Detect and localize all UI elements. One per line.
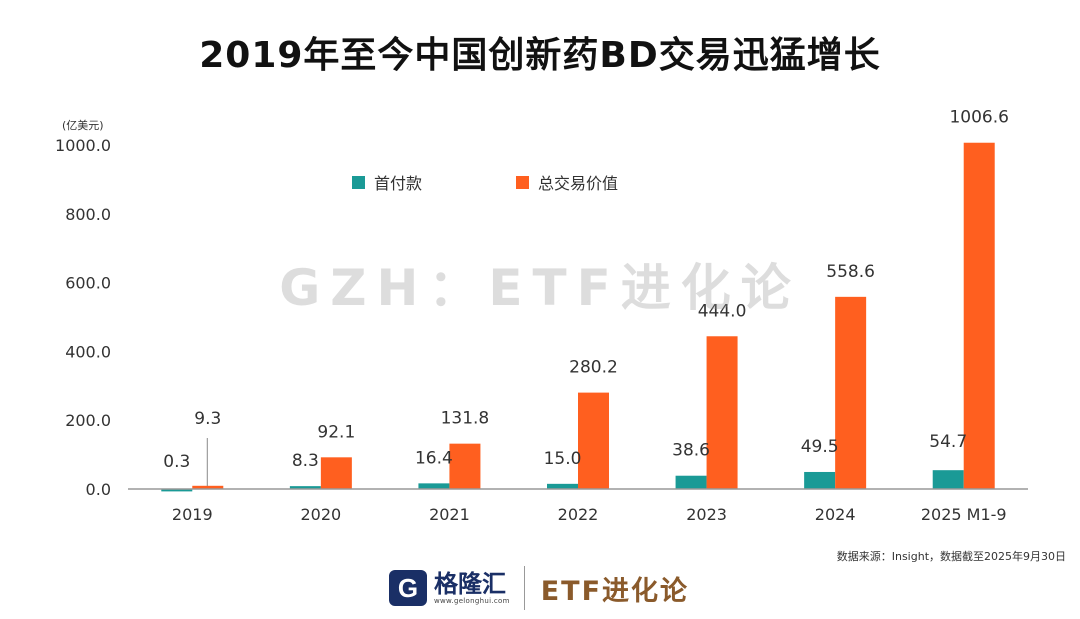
x-tick-label: 2020 bbox=[300, 505, 341, 524]
data-source-note: 数据来源：Insight，数据截至2025年9月30日 bbox=[836, 550, 1066, 563]
y-axis: (亿美元) 0.0 200.0 400.0 600.0 800.0 1000.0 bbox=[55, 119, 111, 499]
data-label-upfront: 8.3 bbox=[292, 451, 319, 471]
data-label-upfront: 54.7 bbox=[929, 432, 967, 452]
data-label-upfront: 0.3 bbox=[163, 452, 190, 472]
x-tick-label: 2025 M1-9 bbox=[921, 505, 1007, 524]
data-label-total: 1006.6 bbox=[949, 108, 1008, 128]
data-label-total: 558.6 bbox=[826, 262, 875, 282]
data-label-upfront: 16.4 bbox=[415, 448, 453, 468]
bar-upfront bbox=[675, 475, 707, 489]
bar-total bbox=[578, 392, 609, 489]
legend-label-total: 总交易价值 bbox=[538, 174, 618, 193]
logo-url: www.gelonghui.com bbox=[434, 596, 510, 605]
x-tick-label: 2019 bbox=[172, 505, 213, 524]
legend-swatch-upfront bbox=[352, 176, 365, 189]
x-tick-label: 2024 bbox=[815, 505, 856, 524]
y-unit-label: (亿美元) bbox=[62, 119, 104, 132]
bar-upfront bbox=[289, 486, 321, 489]
x-tick-label: 2021 bbox=[429, 505, 470, 524]
bar-total bbox=[449, 443, 481, 489]
chart-title: 2019年至今中国创新药BD交易迅猛增长 bbox=[199, 35, 881, 76]
logo-letter: G bbox=[398, 573, 418, 603]
data-label-upfront: 38.6 bbox=[672, 441, 710, 461]
footer-divider bbox=[523, 566, 525, 610]
y-tick-label: 200.0 bbox=[65, 411, 111, 430]
bar-upfront bbox=[418, 483, 450, 489]
bar-total bbox=[706, 336, 738, 489]
legend-label-upfront: 首付款 bbox=[374, 174, 422, 193]
data-label-total: 131.8 bbox=[441, 409, 490, 429]
y-tick-label: 600.0 bbox=[65, 274, 111, 293]
bar-upfront bbox=[161, 488, 193, 492]
bars: 0.3 9.3 8.3 92.1 16.4 131.8 15.0 280.2 38.6 444.0… bbox=[161, 108, 1009, 492]
x-axis: 2019 2020 2021 2022 2023 2024 2025 M1-9 bbox=[128, 488, 1028, 524]
logo-name: 格隆汇 bbox=[434, 569, 506, 598]
bar-total bbox=[963, 142, 995, 489]
y-tick-label: 800.0 bbox=[65, 205, 111, 224]
brand-name: ETF进化论 bbox=[540, 575, 690, 607]
data-label-total: 9.3 bbox=[194, 409, 221, 429]
data-label-total: 92.1 bbox=[317, 422, 355, 442]
bar-chart: (亿美元) 0.0 200.0 400.0 600.0 800.0 1000.0 0.3 9.… bbox=[55, 108, 1028, 524]
x-tick-label: 2023 bbox=[686, 505, 727, 524]
data-label-total: 444.0 bbox=[698, 301, 747, 321]
bar-upfront bbox=[547, 483, 578, 489]
legend-swatch-total bbox=[516, 176, 529, 189]
data-label-upfront: 49.5 bbox=[801, 437, 839, 457]
bar-total bbox=[320, 457, 352, 489]
y-tick-label: 0.0 bbox=[86, 480, 111, 499]
bar-upfront bbox=[932, 470, 964, 489]
bar-upfront bbox=[804, 471, 836, 489]
y-tick-label: 1000.0 bbox=[55, 136, 111, 155]
footer: G 格隆汇 www.gelonghui.com ETF进化论 bbox=[388, 564, 689, 612]
x-tick-label: 2022 bbox=[558, 505, 599, 524]
data-label-total: 280.2 bbox=[569, 358, 618, 378]
gelonghui-logo-icon: G bbox=[388, 569, 428, 607]
legend: 首付款 总交易价值 bbox=[352, 174, 618, 193]
bar-total bbox=[192, 485, 224, 489]
data-label-upfront: 15.0 bbox=[544, 449, 582, 469]
y-tick-label: 400.0 bbox=[65, 342, 111, 361]
bar-total bbox=[835, 296, 867, 489]
